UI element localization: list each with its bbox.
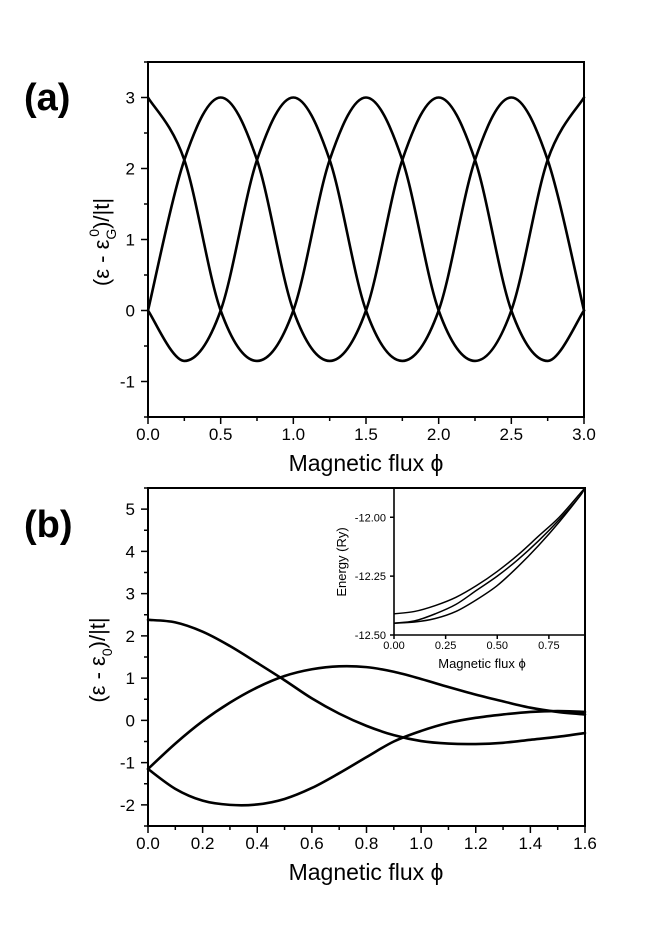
panel-a-curves (146, 96, 586, 363)
panel-a-xtick-label: 3.0 (572, 425, 596, 444)
panel-a: (a) (ε - εG0)/|t| Magnetic flux ϕ 0.0 0.5… (24, 61, 596, 476)
panel-a-ylabel-part1: (ε - ε (89, 239, 114, 286)
panel-a-ylabel: (ε - εG0)/|t| (86, 198, 119, 286)
panel-b-xtick-label: 0.4 (245, 834, 269, 853)
inset-curves (393, 488, 585, 624)
svg-text:(ε - ε0)/|t|: (ε - ε0)/|t| (85, 617, 115, 702)
inset-xtick-label: 0.25 (435, 640, 456, 652)
panel-b-ylabel-part1: (ε - ε (85, 656, 110, 703)
inset-xtick-label: 0.00 (383, 640, 404, 652)
panel-a-ylabel-sup: 0 (86, 229, 102, 237)
panel-b-xtick-label: 0.8 (355, 834, 379, 853)
panel-b-series-2 (146, 664, 587, 771)
panel-b-label: (b) (24, 504, 73, 546)
panel-a-ylabel-sub: G (103, 229, 119, 240)
inset-axes: 0.00 0.25 0.50 0.75 -12.00 -12.25 -12.50 (355, 512, 560, 652)
panel-a-xlabel: Magnetic flux ϕ (289, 450, 444, 476)
panel-a-ytick-label: 2 (126, 160, 135, 179)
panel-b-curves (146, 618, 587, 807)
inset-xtick-label: 0.75 (538, 640, 559, 652)
panel-b-ylabel-sub: 0 (99, 648, 115, 656)
inset-xtick-label: 0.50 (487, 640, 508, 652)
panel-b-xtick-label: 1.2 (464, 834, 488, 853)
panel-b-ylabel-part2: )/|t| (85, 617, 110, 648)
panel-a-ytick-label: 3 (126, 89, 135, 108)
inset-ylabel: Energy (Ry) (334, 527, 349, 596)
panel-b: (b) (ε - ε0)/|t| Magnetic flux ϕ 0.0 0.2 0… (24, 487, 597, 885)
inset-series-1 (393, 488, 585, 615)
panel-a-xtick-label: 0.5 (209, 425, 233, 444)
panel-a-axes: 0.0 0.5 1.0 1.5 2.0 2.5 3.0 -1 0 1 2 3 (120, 61, 596, 444)
inset-series-3 (393, 488, 585, 624)
panel-b-frame (147, 487, 586, 827)
panel-b-ytick-label: -1 (120, 754, 135, 773)
panel-b-xtick-label: 0.6 (300, 834, 324, 853)
panel-a-ylabel-part2: )/|t| (89, 198, 114, 229)
panel-b-axes: 0.0 0.2 0.4 0.6 0.8 1.0 1.2 1.4 1.6 -2 -1 0 1 2 3 4 5 (120, 487, 597, 853)
panel-b-series-3 (146, 709, 587, 807)
panel-a-series-1 (146, 96, 586, 363)
panel-a-xtick-label: 0.0 (136, 425, 160, 444)
panel-b-ylabel: (ε - ε0)/|t| (85, 617, 115, 702)
panel-b-xtick-label: 0.2 (191, 834, 215, 853)
inset-series-2 (393, 488, 585, 624)
panel-a-ytick-label: 0 (126, 302, 135, 321)
panel-a-ytick-label: -1 (120, 373, 135, 392)
panel-a-series-2 (146, 96, 586, 363)
panel-a-xtick-label: 1.0 (282, 425, 306, 444)
inset-chart: 0.00 0.25 0.50 0.75 -12.00 -12.25 -12.50 Magne… (334, 488, 585, 671)
panel-b-series-1 (146, 618, 587, 746)
inset-ytick-label: -12.50 (355, 630, 386, 642)
inset-ytick-label: -12.00 (355, 512, 386, 524)
panel-a-xtick-label: 2.5 (500, 425, 524, 444)
svg-text:(ε - εG0)/|t|: (ε - εG0)/|t| (86, 198, 119, 286)
panel-b-ytick-label: 0 (126, 711, 135, 730)
panel-b-xtick-label: 1.0 (409, 834, 433, 853)
panel-b-xtick-label: 1.4 (519, 834, 543, 853)
panel-b-ytick-label: 1 (126, 669, 135, 688)
inset-xlabel: Magnetic flux ϕ (438, 656, 525, 671)
panel-a-ytick-label: 1 (126, 231, 135, 250)
panel-b-ytick-label: 2 (126, 627, 135, 646)
panel-a-frame (147, 61, 585, 418)
panel-a-xtick-label: 1.5 (354, 425, 378, 444)
panel-a-xtick-label: 2.0 (427, 425, 451, 444)
panel-a-label: (a) (24, 77, 70, 119)
panel-b-xtick-label: 1.6 (573, 834, 597, 853)
panel-b-ytick-label: 5 (126, 500, 135, 519)
inset-ytick-label: -12.25 (355, 571, 386, 583)
inset-background (394, 489, 584, 635)
panel-a-series-3 (146, 96, 586, 363)
panel-b-xtick-label: 0.0 (136, 834, 160, 853)
panel-b-ytick-label: -2 (120, 796, 135, 815)
panel-b-ytick-label: 4 (126, 542, 135, 561)
panel-b-xlabel: Magnetic flux ϕ (289, 859, 444, 885)
panel-b-ytick-label: 3 (126, 585, 135, 604)
